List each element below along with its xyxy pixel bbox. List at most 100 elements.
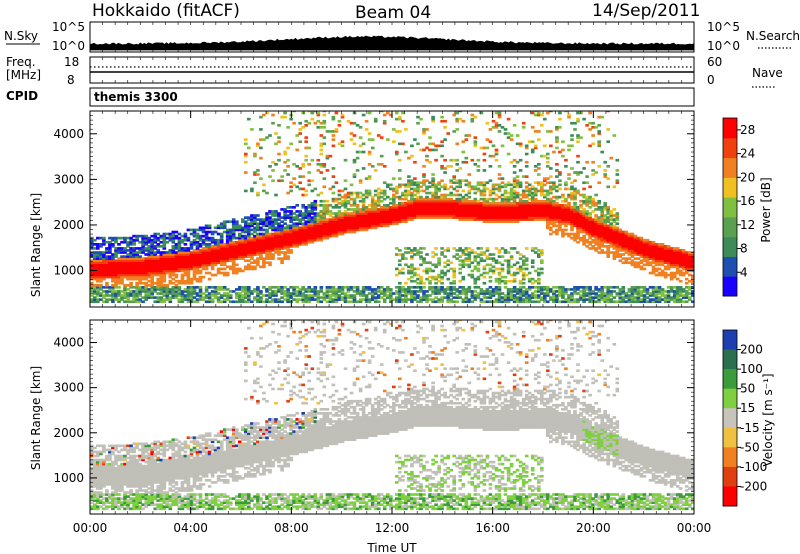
- power-cell: [512, 193, 517, 197]
- power-cell: [102, 277, 106, 281]
- power-cell: [389, 294, 393, 297]
- power-cell: [210, 261, 215, 265]
- power-cell: [446, 216, 451, 219]
- power-cell: [452, 214, 457, 217]
- power-cell: [301, 218, 306, 221]
- power-cell: [527, 218, 532, 221]
- power-cell: [555, 189, 559, 193]
- power-cell: [337, 220, 342, 224]
- power-cell: [216, 238, 221, 242]
- power-cell: [150, 273, 155, 277]
- power-cell: [546, 294, 550, 297]
- power-cell: [549, 197, 553, 201]
- power-cell: [461, 298, 466, 301]
- power-cell: [464, 300, 469, 304]
- power-cell: [576, 300, 580, 304]
- power-cell: [349, 183, 354, 187]
- power-cell: [503, 189, 508, 193]
- power-cell: [195, 294, 200, 297]
- power-cell: [361, 292, 366, 295]
- power-cell: [120, 277, 124, 281]
- power-cell: [310, 228, 315, 232]
- power-cell: [241, 230, 245, 234]
- power-cell: [319, 165, 324, 168]
- power-cell: [265, 257, 269, 260]
- power-cell: [247, 265, 251, 269]
- power-cell: [349, 214, 354, 217]
- power-cell: [325, 222, 330, 226]
- power-cell: [470, 296, 475, 299]
- power-cell: [434, 275, 438, 279]
- power-cell: [189, 300, 194, 304]
- power-cell: [198, 288, 203, 291]
- power-cell: [464, 247, 469, 250]
- power-cell: [515, 142, 520, 146]
- power-cell: [579, 286, 583, 289]
- power-cell: [313, 204, 318, 207]
- power-cell: [573, 206, 577, 209]
- power-cell: [250, 187, 254, 191]
- power-cell: [325, 230, 330, 234]
- power-cell: [328, 296, 333, 299]
- power-cell: [370, 197, 375, 201]
- power-cell: [530, 199, 535, 203]
- power-cell: [192, 286, 197, 289]
- power-cell: [271, 228, 275, 232]
- power-cell: [129, 255, 133, 258]
- power-cell: [219, 247, 224, 250]
- power-cell: [219, 251, 224, 254]
- power-cell: [485, 121, 490, 125]
- power-cell: [310, 208, 315, 211]
- power-cell: [437, 279, 441, 283]
- power-cell: [482, 214, 487, 217]
- power-cell: [398, 281, 402, 285]
- power-cell: [497, 177, 502, 180]
- power-cell: [265, 220, 269, 224]
- power-cell: [280, 245, 284, 248]
- power-cell: [147, 292, 152, 295]
- power-cell: [407, 216, 411, 219]
- power-cell: [313, 228, 318, 232]
- power-cell: [174, 261, 179, 265]
- power-cell: [527, 204, 532, 207]
- power-cell: [268, 218, 272, 221]
- power-cell: [389, 214, 393, 217]
- power-cell: [253, 259, 257, 263]
- power-cell: [144, 296, 149, 299]
- power-cell: [461, 201, 466, 205]
- power-cell: [428, 208, 432, 211]
- power-cell: [416, 183, 420, 187]
- power-cell: [283, 150, 287, 154]
- power-cell: [449, 267, 454, 271]
- power-cell: [446, 210, 451, 213]
- power-cell: [443, 216, 447, 219]
- power-cell: [117, 267, 121, 271]
- power-cell: [213, 296, 218, 299]
- power-cell: [379, 220, 384, 224]
- power-cell: [530, 150, 535, 154]
- power-cell: [177, 245, 182, 248]
- power-cell: [219, 257, 224, 260]
- power-cell: [600, 222, 605, 226]
- power-cell: [515, 208, 520, 211]
- power-cell: [379, 136, 384, 139]
- power-cell: [370, 212, 375, 215]
- power-cell: [316, 111, 321, 113]
- power-cell: [606, 230, 611, 234]
- power-cell: [99, 288, 103, 291]
- power-cell: [509, 189, 514, 193]
- power-cell: [280, 224, 284, 228]
- power-cell: [352, 294, 357, 297]
- power-cell: [389, 210, 393, 213]
- power-cell: [259, 265, 263, 269]
- power-cell: [521, 294, 526, 297]
- power-cell: [609, 251, 614, 254]
- power-cell: [165, 259, 170, 263]
- power-cell: [524, 152, 529, 156]
- power-cell: [410, 191, 414, 195]
- power-cell: [431, 292, 435, 295]
- power-cell: [464, 199, 469, 203]
- power-cell: [117, 298, 121, 301]
- power-cell: [401, 193, 405, 197]
- power-cell: [591, 296, 595, 299]
